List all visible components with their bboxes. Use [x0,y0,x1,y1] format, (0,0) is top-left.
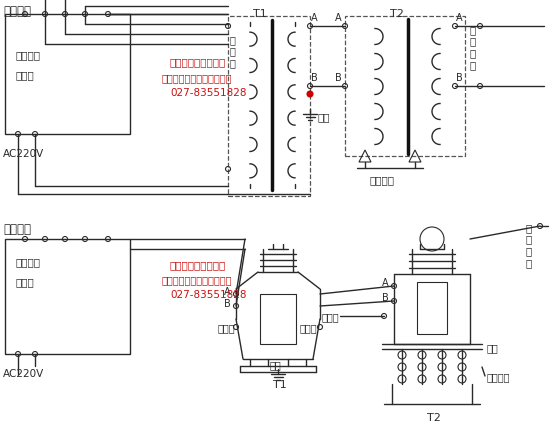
Text: 测量: 测量 [318,112,331,122]
Text: 绝缘支架: 绝缘支架 [487,371,510,381]
Text: 控制箱: 控制箱 [15,70,34,80]
Text: T2: T2 [427,412,441,422]
Circle shape [307,92,313,98]
Bar [228,17,310,197]
Text: 027-83551828: 027-83551828 [170,88,247,98]
Text: 控制箱: 控制箱 [15,276,34,286]
Text: B: B [335,73,342,83]
Text: B: B [224,298,231,308]
Text: AC220V: AC220V [3,149,44,159]
Text: 绝缘支架: 绝缘支架 [370,174,395,184]
Bar [5,240,130,354]
Text: 输入端: 输入端 [218,322,235,332]
Text: 接线柱: 接线柱 [322,311,340,321]
Text: 托盘: 托盘 [487,342,499,352]
Text: 干式试验变压器厂家: 干式试验变压器厂家 [170,57,226,67]
Text: T2: T2 [390,9,404,19]
Text: A: A [311,13,317,23]
Text: 武汉凯迪正大电气有限公司: 武汉凯迪正大电气有限公司 [162,73,233,83]
Text: 武汉凯迪正大电气有限公司: 武汉凯迪正大电气有限公司 [162,274,233,284]
Text: A: A [224,286,230,296]
Text: 高
压
输
出: 高 压 输 出 [525,223,531,267]
Text: 027-83551828: 027-83551828 [170,289,247,299]
Text: A: A [335,13,342,23]
Text: A: A [382,277,388,287]
Text: 接线图：: 接线图： [3,223,31,236]
Text: T1: T1 [253,9,267,19]
Text: 输出测量: 输出测量 [15,256,40,266]
Text: B: B [456,73,463,83]
Text: 高
压
输
出: 高 压 输 出 [470,25,476,69]
Bar [417,283,447,334]
Text: B: B [382,293,389,302]
Bar [5,15,130,135]
Text: 测量端: 测量端 [300,322,317,332]
Text: 输出测量: 输出测量 [15,50,40,60]
Text: A: A [456,13,463,23]
Text: AC220V: AC220V [3,368,44,378]
Text: B: B [311,73,318,83]
Text: T1: T1 [273,379,287,389]
Bar [260,294,296,344]
Text: 接地: 接地 [270,359,282,369]
Text: 输
入
端: 输 入 端 [230,35,236,68]
Text: 电气绝缘强度测试区: 电气绝缘强度测试区 [170,260,226,270]
Text: 原理图：: 原理图： [3,5,31,18]
Bar [345,17,465,157]
